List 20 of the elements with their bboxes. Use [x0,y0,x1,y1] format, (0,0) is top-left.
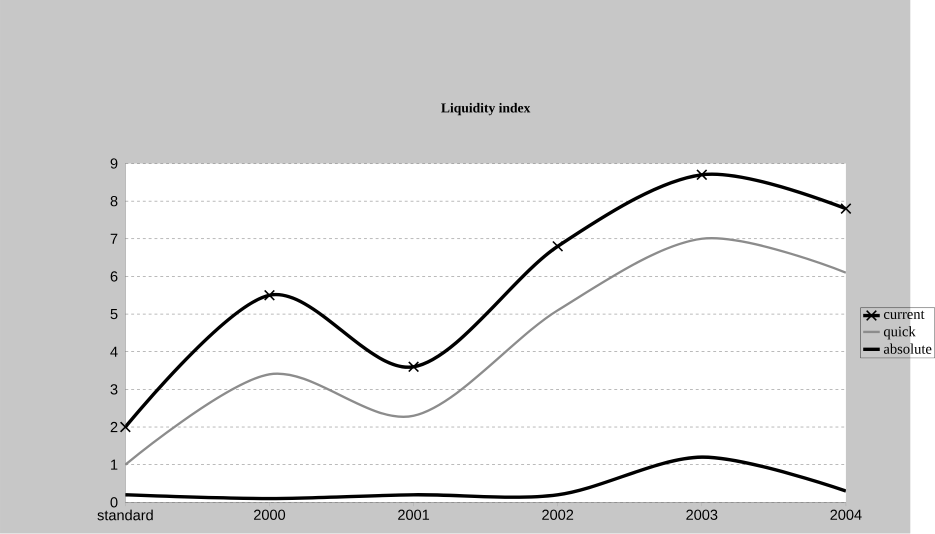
x-tick-label: standard [97,510,153,521]
y-tick-label: 1 [111,460,118,470]
y-tick-label: 4 [110,346,118,357]
x-tick-label: 2003 [686,510,718,520]
y-tick-label: 0 [110,497,118,508]
y-tick-label: 5 [110,309,118,320]
legend-label: absolute [884,344,932,354]
chart-title: Liquidity index [441,103,530,116]
x-tick-label: 2000 [254,510,286,520]
legend-label: current [884,310,925,320]
y-tick-label: 6 [110,271,118,282]
y-tick-label: 2 [110,422,118,432]
y-tick-label: 7 [110,234,118,244]
y-tick-label: 8 [110,196,118,206]
y-tick-label: 9 [110,158,118,169]
x-tick-label: 2004 [830,510,862,520]
x-tick-label: 2001 [398,510,430,520]
x-tick-label: 2002 [542,510,574,520]
y-tick-label: 3 [110,384,118,395]
legend-label: quick [884,326,916,340]
